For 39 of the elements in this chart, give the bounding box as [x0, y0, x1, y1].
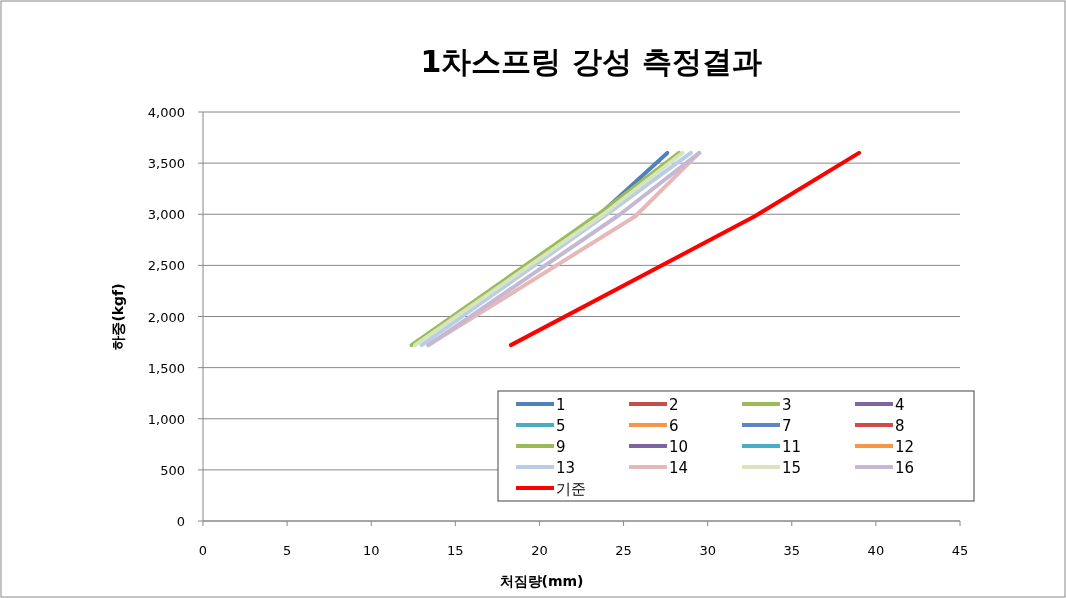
chart-title: 1차스프링 강성 측정결과	[420, 44, 763, 79]
legend-label: 15	[782, 459, 802, 477]
legend-label: 13	[556, 459, 576, 477]
legend-label: 12	[895, 438, 915, 456]
y-axis-title: 하중(kgf)	[110, 283, 126, 350]
y-tick-label: 3,500	[147, 156, 185, 172]
legend-label: 10	[669, 438, 689, 456]
x-tick-label: 15	[447, 543, 464, 558]
y-tick-label: 2,500	[147, 258, 185, 274]
x-tick-label: 40	[867, 543, 885, 558]
x-tick-label: 30	[699, 543, 716, 558]
legend-label: 5	[556, 417, 566, 435]
y-tick-label: 4,000	[147, 105, 185, 120]
x-tick-label: 5	[282, 543, 292, 558]
y-tick-label: 500	[160, 462, 185, 478]
y-tick-label: 1,000	[147, 411, 185, 427]
x-axis-title: 처짐량(mm)	[499, 573, 584, 589]
legend-label: 11	[782, 438, 802, 456]
legend-label: 3	[782, 396, 792, 414]
y-tick-label: 2,000	[147, 309, 185, 325]
y-tick-label: 3,000	[147, 207, 185, 223]
legend-label: 6	[669, 417, 679, 435]
x-tick-label: 20	[531, 543, 548, 558]
legend-label: 1	[556, 396, 566, 414]
legend-label: 14	[669, 459, 689, 477]
legend-label: 7	[782, 417, 792, 435]
legend-label: 16	[895, 459, 915, 477]
legend-label: 4	[895, 396, 905, 414]
x-tick-label: 0	[198, 543, 208, 558]
x-tick-label: 10	[362, 543, 380, 558]
legend-label: 기준	[556, 480, 586, 498]
legend-label: 8	[895, 417, 905, 435]
legend-label: 9	[556, 438, 566, 456]
x-tick-label: 25	[615, 543, 632, 558]
x-tick-label: 35	[783, 543, 801, 558]
x-tick-label: 45	[951, 543, 969, 558]
legend-label: 2	[669, 396, 679, 414]
y-tick-label: 0	[176, 514, 185, 529]
y-tick-label: 1,500	[147, 360, 185, 376]
